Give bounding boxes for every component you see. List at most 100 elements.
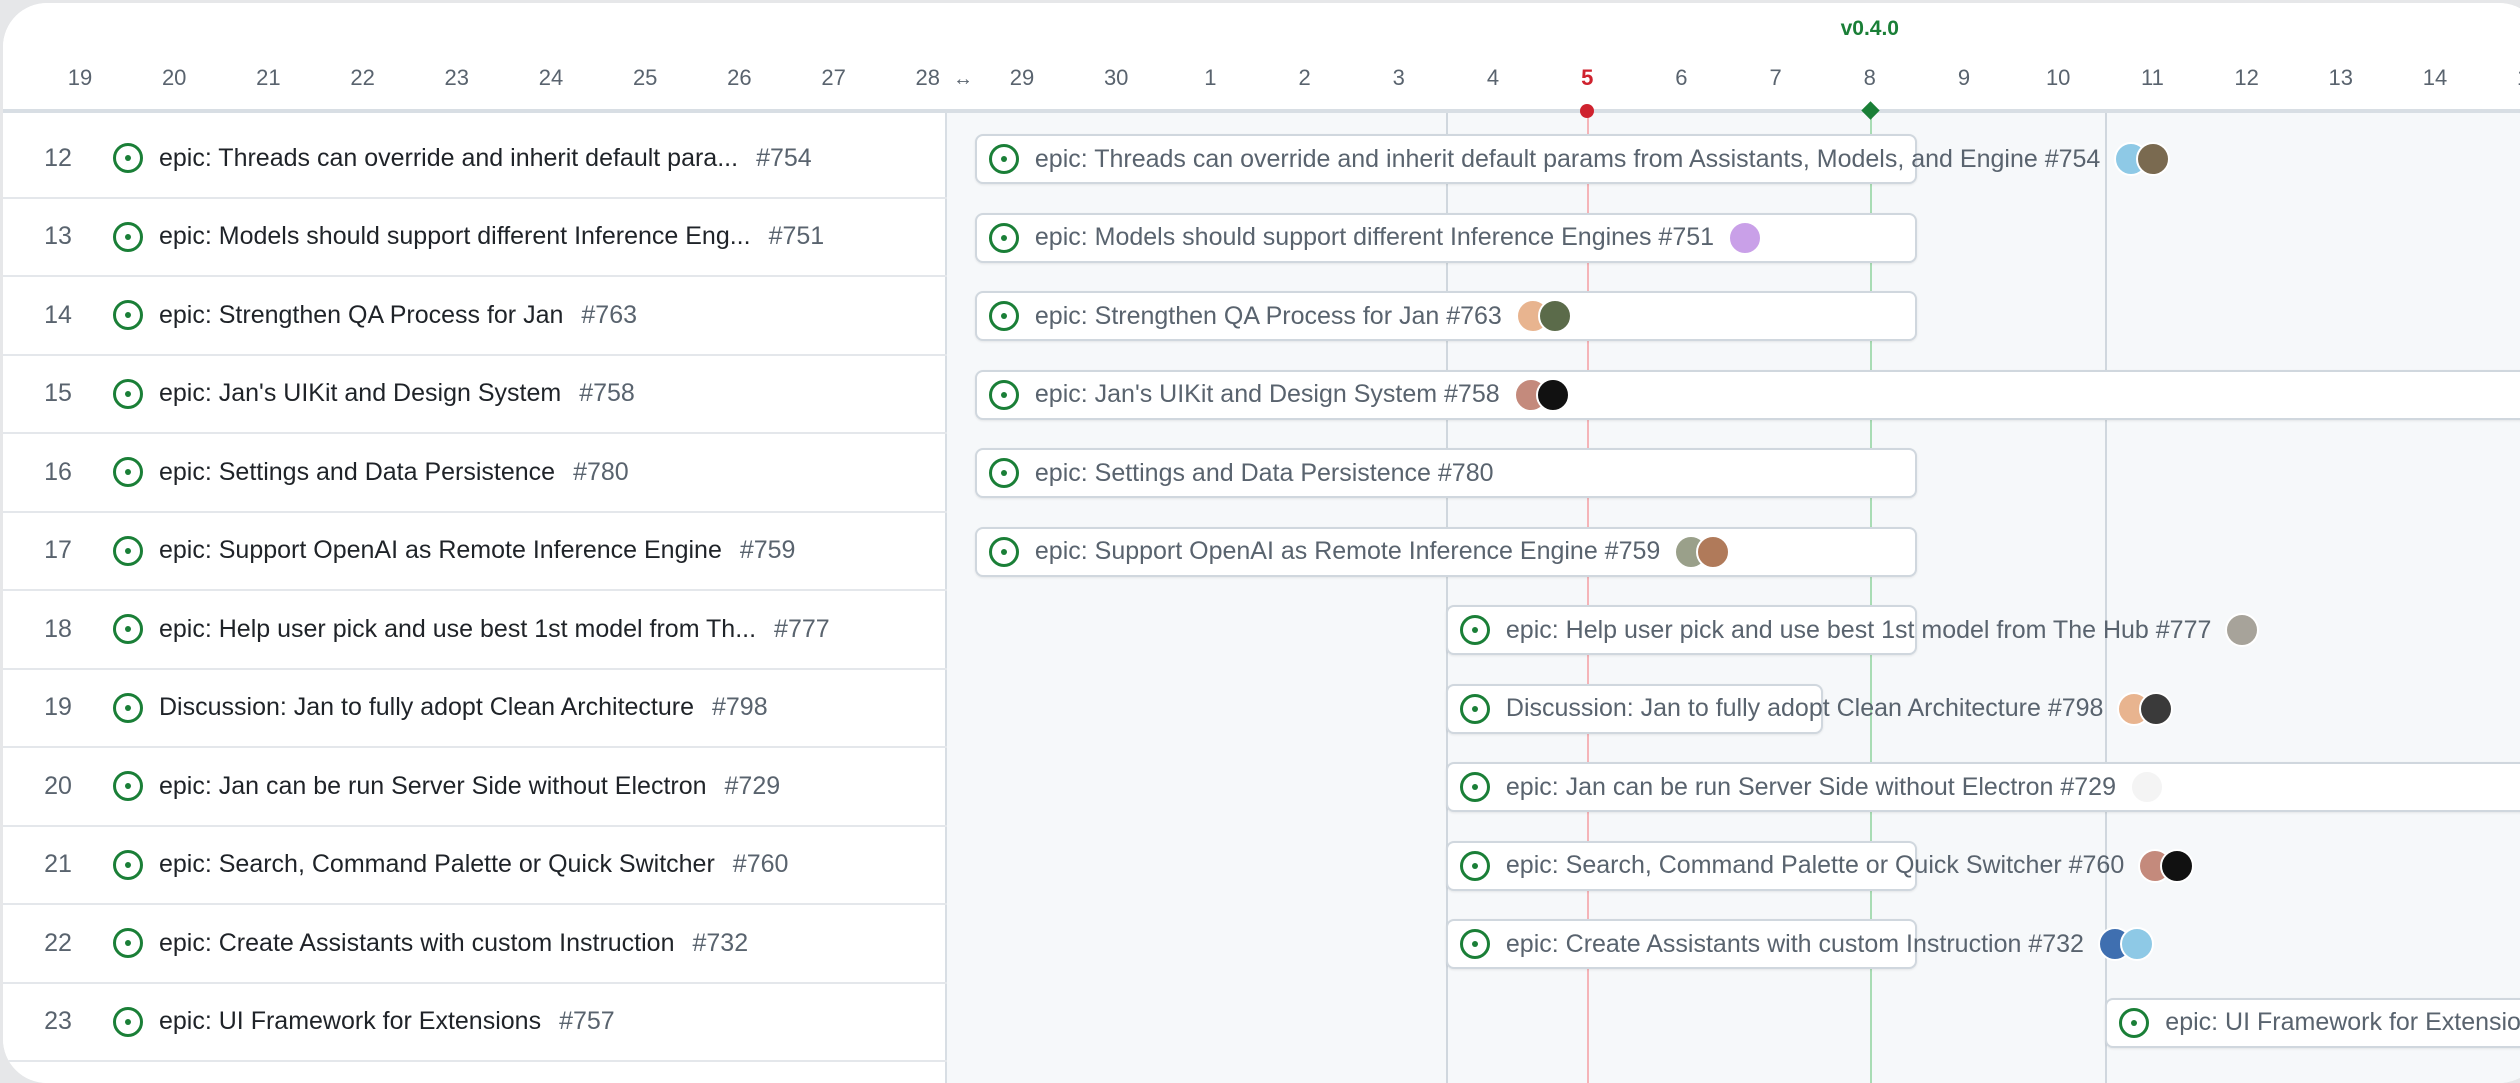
avatar[interactable] (1696, 534, 1731, 569)
issue-number: #777 (774, 614, 830, 643)
issue-title[interactable]: Discussion: Jan to fully adopt Clean Arc… (159, 693, 694, 722)
row-number: 14 (44, 300, 72, 329)
milestone-label[interactable]: v0.4.0 (1840, 17, 1899, 40)
table-row[interactable]: 18 epic: Help user pick and use best 1st … (3, 591, 947, 670)
date-label: 3 (1392, 65, 1405, 90)
assignee-avatars[interactable] (2097, 927, 2154, 962)
issue-title[interactable]: epic: Support OpenAI as Remote Inference… (159, 536, 722, 565)
row-number: 15 (44, 379, 72, 408)
roadmap-bar-label[interactable]: epic: Support OpenAI as Remote Inference… (975, 527, 1731, 577)
roadmap-bar[interactable] (1445, 840, 1917, 891)
avatar[interactable] (2136, 142, 2171, 177)
column-resize-handle-icon[interactable]: ↔ (953, 68, 973, 90)
table-row[interactable]: 22 epic: Create Assistants with custom In… (3, 905, 947, 984)
avatar[interactable] (2139, 691, 2174, 726)
issue-title[interactable]: epic: UI Framework for Extensions (159, 1007, 542, 1036)
date-label: 24 (538, 65, 564, 90)
date-label: 13 (2328, 65, 2354, 90)
roadmap-bar[interactable] (2105, 997, 2520, 1048)
assignee-avatars[interactable] (1674, 534, 1731, 569)
table-row[interactable]: 17 epic: Support OpenAI as Remote Inferen… (3, 513, 947, 591)
roadmap-view: 19 20 21 22 23 24 25 26 27 28 29 30 1 2 3 4 5 6 7 8 9 10 11 12 1… (3, 3, 2520, 1083)
issue-number: #763 (581, 300, 638, 329)
issue-title[interactable]: epic: Search, Command Palette or Quick S… (159, 850, 715, 879)
assignee-avatars[interactable] (1513, 377, 1570, 412)
issue-number: #798 (712, 693, 768, 722)
roadmap-bar[interactable] (1445, 762, 2520, 813)
roadmap-bar[interactable] (974, 291, 1917, 342)
roadmap-bar[interactable] (974, 134, 1917, 185)
table-row[interactable]: 23 epic: UI Framework for Extensions #757 (3, 984, 947, 1062)
roadmap-bar[interactable] (974, 448, 1917, 499)
roadmap-bar-label[interactable]: epic: Help user pick and use best 1st mo… (1446, 605, 2260, 655)
table-row[interactable]: 20 epic: Jan can be run Server Side witho… (3, 748, 947, 827)
avatar[interactable] (2119, 927, 2154, 962)
issue-title[interactable]: epic: Create Assistants with custom Inst… (159, 928, 675, 957)
roadmap-bar-label[interactable]: epic: Search, Command Palette or Quick S… (1446, 841, 2195, 891)
roadmap-bar-label[interactable]: Discussion: Jan to fully adopt Clean Arc… (1446, 684, 2174, 734)
table-row[interactable]: 14 epic: Strengthen QA Process for Jan #76… (3, 277, 947, 356)
roadmap-bar-label[interactable]: epic: Threads can override and inherit d… (975, 134, 2171, 184)
issue-title[interactable]: epic: Models should support different In… (159, 222, 751, 251)
issue-title[interactable]: epic: Help user pick and use best 1st mo… (159, 614, 757, 643)
issue-open-icon (113, 300, 143, 331)
issue-open-icon (1459, 772, 1490, 803)
assignee-avatars[interactable] (2129, 770, 2164, 805)
date-label: 5 (1581, 65, 1594, 90)
issue-open-icon (113, 849, 143, 880)
roadmap-bar-label[interactable]: epic: Create Assistants with custom Inst… (1446, 919, 2154, 969)
roadmap-bar-label[interactable]: epic: Jan's UIKit and Design System #758 (975, 370, 1570, 420)
avatar[interactable] (2160, 848, 2195, 883)
avatar[interactable] (1537, 299, 1572, 334)
table-row[interactable]: 15 epic: Jan's UIKit and Design System #75… (3, 356, 947, 434)
issue-title[interactable]: epic: Jan can be run Server Side without… (159, 771, 707, 800)
roadmap-bar-label[interactable]: epic: Settings and Data Persistence #780 (975, 448, 1494, 498)
assignee-avatars[interactable] (1728, 220, 1763, 255)
table-row[interactable]: 19 Discussion: Jan to fully adopt Clean A… (3, 670, 947, 748)
issue-number: #732 (692, 928, 749, 957)
avatar[interactable] (2225, 613, 2260, 648)
row-number: 22 (44, 928, 72, 957)
assignee-avatars[interactable] (2117, 691, 2174, 726)
issue-open-icon (113, 457, 143, 488)
assignee-avatars[interactable] (2225, 613, 2260, 648)
bar-title: epic: Search, Command Palette or Quick S… (1505, 851, 2125, 880)
issue-title[interactable]: epic: Threads can override and inherit d… (159, 143, 739, 172)
assignee-avatars[interactable] (1515, 299, 1572, 334)
bar-title: epic: Strengthen QA Process for Jan #763 (1034, 301, 1502, 330)
issue-title[interactable]: epic: Strengthen QA Process for Jan (159, 300, 564, 329)
today-line (1587, 113, 1590, 1083)
roadmap-bar[interactable] (974, 369, 2520, 420)
table-row[interactable]: 16 epic: Settings and Data Persistence #78… (3, 434, 947, 513)
today-marker (1580, 104, 1595, 118)
assignee-avatars[interactable] (2114, 142, 2171, 177)
roadmap-bar-label[interactable]: epic: Models should support different In… (975, 213, 1763, 263)
roadmap-bar[interactable] (974, 526, 1917, 577)
issue-title[interactable]: epic: Jan's UIKit and Design System (159, 379, 562, 408)
date-label: 7 (1769, 65, 1782, 90)
bar-title: epic: Help user pick and use best 1st mo… (1505, 615, 2212, 644)
roadmap-bar-label[interactable]: epic: Jan can be run Server Side without… (1446, 762, 2164, 812)
row-number: 12 (44, 143, 72, 172)
table-row[interactable]: 13 epic: Models should support different … (3, 199, 947, 277)
row-number: 18 (44, 614, 72, 643)
roadmap-bar[interactable] (1445, 919, 1917, 970)
roadmap-bar[interactable] (1445, 605, 1917, 656)
issue-title[interactable]: epic: Settings and Data Persistence (159, 457, 556, 486)
row-number: 13 (44, 222, 72, 251)
issue-number: #754 (756, 143, 812, 172)
date-label: 1 (1204, 65, 1217, 90)
issue-open-icon (988, 458, 1019, 489)
issue-open-icon (1459, 615, 1490, 646)
avatar[interactable] (2129, 770, 2164, 805)
issue-open-icon (113, 535, 143, 566)
roadmap-bar-label[interactable]: epic: UI Framework for Extensions #757 (2105, 998, 2520, 1048)
avatar[interactable] (1728, 220, 1763, 255)
table-row[interactable]: 12 epic: Threads can override and inherit… (3, 120, 947, 199)
roadmap-bar-label[interactable]: epic: Strengthen QA Process for Jan #763 (975, 291, 1572, 341)
avatar[interactable] (1535, 377, 1570, 412)
table-row[interactable]: 21 epic: Search, Command Palette or Quick… (3, 827, 947, 905)
roadmap-bar[interactable] (1445, 683, 1823, 734)
bar-title: epic: Support OpenAI as Remote Inference… (1034, 537, 1661, 566)
assignee-avatars[interactable] (2138, 848, 2195, 883)
